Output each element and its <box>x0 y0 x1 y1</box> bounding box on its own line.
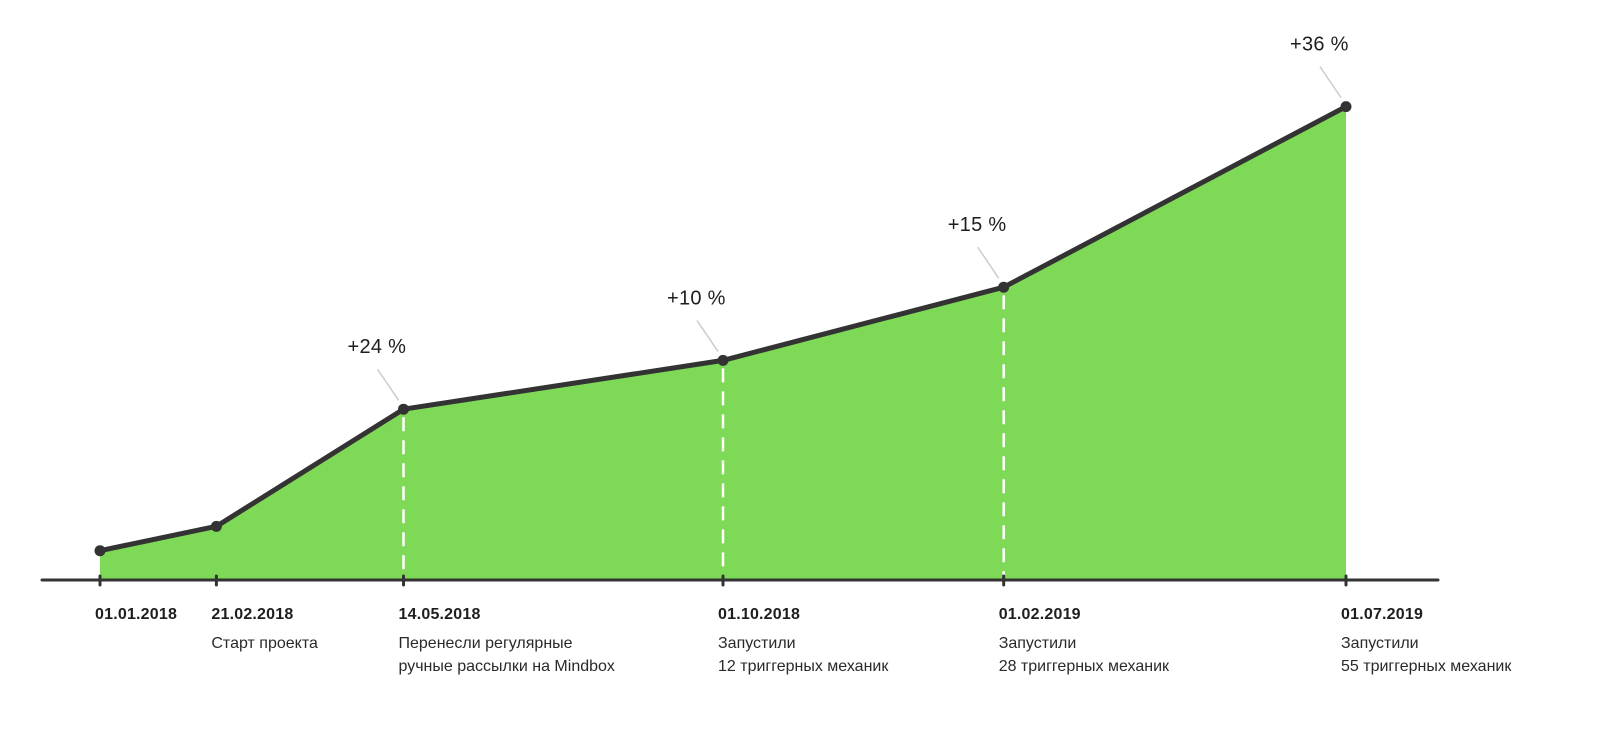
data-point <box>210 520 222 532</box>
data-point <box>1340 101 1352 113</box>
growth-annotation: +10 % <box>667 287 726 309</box>
data-point <box>398 403 410 415</box>
x-tick-label-date: 01.07.2019 <box>1341 606 1423 623</box>
area-layer <box>100 106 1346 580</box>
event-description-line: 28 триггерных механик <box>999 658 1170 675</box>
growth-annotation: +36 % <box>1290 34 1349 56</box>
event-description-line: 12 триггерных механик <box>718 658 889 675</box>
event-description-line: Запустили <box>1341 635 1419 652</box>
x-tick-label-date: 14.05.2018 <box>399 606 481 623</box>
annotation-leader-line <box>376 368 400 401</box>
growth-annotation: +24 % <box>348 336 407 358</box>
x-tick-label-date: 01.02.2019 <box>999 606 1081 623</box>
x-tick-label-date: 01.01.2018 <box>95 606 177 623</box>
event-description-line: Перенесли регулярные <box>399 635 573 652</box>
annotation-layer: +24 % +10 % +15 % +36 % <box>348 34 1349 401</box>
data-point <box>94 545 106 557</box>
data-point <box>998 281 1010 293</box>
x-tick-label-date: 01.10.2018 <box>718 606 800 623</box>
axis-layer <box>40 574 1440 587</box>
point-layer <box>94 101 1352 557</box>
guide-layer <box>402 295 1005 578</box>
growth-area <box>100 106 1346 580</box>
x-tick-label-date: 21.02.2018 <box>211 606 293 623</box>
annotation-leader-line <box>977 246 1000 279</box>
event-description-line: Запустили <box>718 635 796 652</box>
event-description-line: ручные рассылки на Mindbox <box>399 658 615 675</box>
line-layer <box>97 104 1349 554</box>
event-description-line: 55 триггерных механик <box>1341 658 1512 675</box>
growth-annotation: +15 % <box>948 214 1007 236</box>
annotation-leader-line <box>1319 66 1342 99</box>
label-layer: 01.01.2018 21.02.2018 Старт проекта 14.05.2… <box>95 606 1512 675</box>
event-description-line: Старт проекта <box>211 635 318 652</box>
series-line <box>97 104 1349 554</box>
event-description-line: Запустили <box>999 635 1077 652</box>
data-point <box>717 354 729 366</box>
annotation-leader-line <box>696 319 719 352</box>
